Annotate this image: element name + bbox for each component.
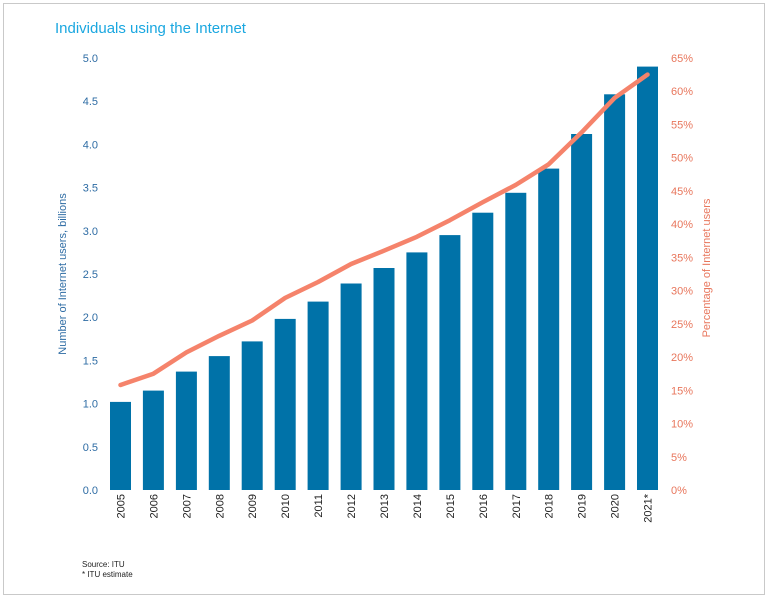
right-tick-label: 35% <box>671 252 693 264</box>
chart-title: Individuals using the Internet <box>55 20 246 37</box>
bar-2005 <box>110 401 131 490</box>
left-tick-label: 0.0 <box>83 485 98 497</box>
x-tick-label: 2017 <box>511 494 523 518</box>
right-tick-label: 40% <box>671 219 693 231</box>
left-tick-label: 4.0 <box>83 139 98 151</box>
x-tick-label: 2013 <box>379 494 391 518</box>
bar-2008 <box>208 356 230 490</box>
line-series-group <box>118 72 650 388</box>
bar-2009 <box>241 341 263 490</box>
right-tick-label: 15% <box>671 385 693 397</box>
percentage-line <box>118 72 650 388</box>
bar-2021* <box>637 66 658 490</box>
left-tick-label: 0.5 <box>83 442 98 454</box>
right-tick-label: 50% <box>671 153 693 165</box>
left-tick-label: 3.0 <box>83 226 98 238</box>
bar-2012 <box>340 283 362 490</box>
x-tick-label: 2011 <box>313 494 325 518</box>
left-tick-label: 1.5 <box>83 355 98 367</box>
bar-2014 <box>406 252 428 490</box>
right-axis-label: Percentage of Internet users <box>701 198 713 337</box>
x-tick-label: 2007 <box>181 494 193 518</box>
right-tick-label: 0% <box>671 485 687 497</box>
bar-2007 <box>175 371 197 490</box>
left-tick-label: 3.5 <box>83 183 98 195</box>
left-tick-label: 2.5 <box>83 269 98 281</box>
bar-2018 <box>538 168 560 490</box>
bar-2020 <box>604 94 626 491</box>
right-tick-label: 55% <box>671 120 693 132</box>
bar-2006 <box>142 390 164 490</box>
bar-2016 <box>472 212 494 490</box>
left-tick-label: 2.0 <box>83 312 98 324</box>
x-tick-label: 2016 <box>478 494 490 518</box>
right-tick-label: 60% <box>671 86 693 98</box>
right-tick-label: 20% <box>671 352 693 364</box>
bar-2015 <box>439 235 461 490</box>
right-axis-ticks: 0% 5% 10% 15% 20% 25% 30% 35% 40% 45% 50% 55% 60% 65% <box>671 53 693 497</box>
left-tick-label: 4.5 <box>83 96 98 108</box>
right-tick-label: 45% <box>671 186 693 198</box>
x-tick-label: 2006 <box>148 494 160 518</box>
left-axis-ticks: 0.0 0.5 1.0 1.5 2.0 2.5 3.0 3.5 4.0 4.5 5.0 <box>83 53 98 497</box>
estimate-note: * ITU estimate <box>82 570 133 579</box>
x-tick-label: 2018 <box>544 494 556 518</box>
x-tick-label: 2015 <box>445 494 457 518</box>
left-tick-label: 1.0 <box>83 399 98 411</box>
right-tick-label: 65% <box>671 53 693 65</box>
bar-2011 <box>307 301 329 490</box>
right-tick-label: 30% <box>671 286 693 298</box>
x-tick-label: 2012 <box>346 494 358 518</box>
x-tick-label: 2005 <box>116 494 128 518</box>
bar-2019 <box>571 134 593 490</box>
x-tick-label: 2020 <box>610 494 622 518</box>
right-tick-label: 5% <box>671 452 687 464</box>
x-tick-label: 2021* <box>643 493 655 522</box>
left-axis-label: Number of Internet users, billions <box>57 193 69 355</box>
bar-2010 <box>274 318 296 490</box>
x-tick-label: 2009 <box>247 494 259 518</box>
right-tick-label: 25% <box>671 319 693 331</box>
x-tick-label: 2010 <box>280 494 292 518</box>
bar-2017 <box>505 192 527 491</box>
bar-series-group <box>110 66 658 491</box>
bar-2013 <box>373 268 395 490</box>
x-axis-ticks: 2005 2006 2007 2008 2009 2010 2011 2012 2013 2014… <box>116 493 655 522</box>
x-tick-label: 2019 <box>577 494 589 518</box>
right-tick-label: 10% <box>671 419 693 431</box>
x-tick-label: 2008 <box>214 494 226 518</box>
source-note: Source: ITU <box>82 560 125 569</box>
x-tick-label: 2014 <box>412 494 424 518</box>
left-tick-label: 5.0 <box>83 53 98 65</box>
